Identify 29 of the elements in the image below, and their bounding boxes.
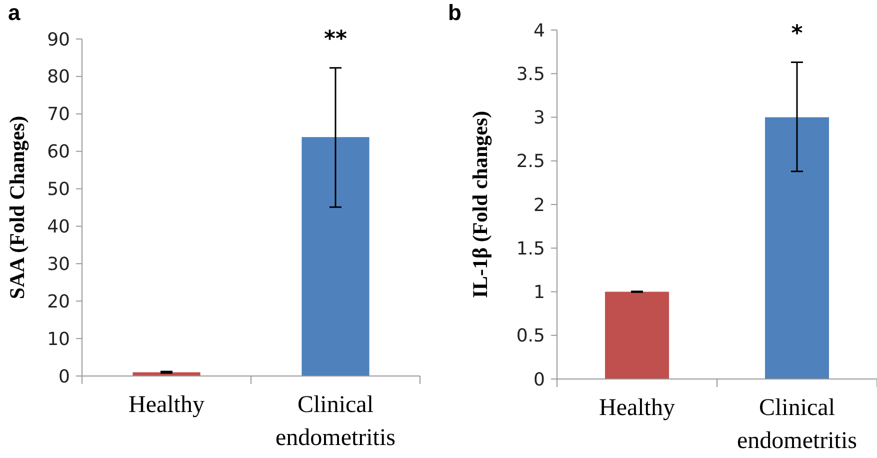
y-tick-label: 3 (534, 108, 545, 129)
annotation: ** (324, 26, 348, 52)
y-tick-label: 30 (47, 254, 70, 275)
y-tick-label: 0.5 (516, 326, 545, 347)
y-tick-label: 90 (47, 29, 70, 50)
y-tick-label: 60 (47, 142, 70, 163)
x-tick-label: Clinical endometritis (276, 392, 396, 451)
y-tick-label: 10 (47, 328, 70, 350)
y-tick-label: 0 (58, 366, 70, 388)
y-axis-title: SAA (Fold Changes) (5, 116, 29, 300)
y-tick-label: 0 (534, 369, 545, 390)
chart-title: b (448, 0, 462, 25)
y-tick-label: 2.5 (516, 151, 545, 172)
y-tick-label: 4 (534, 20, 545, 42)
y-tick-label: 1.5 (516, 238, 545, 260)
y-tick-label: 1 (534, 282, 545, 304)
y-tick-label: 2 (534, 194, 545, 216)
y-tick-label: 3.5 (516, 64, 545, 85)
y-tick-label: 50 (47, 179, 70, 200)
x-tick-label: Healthy (128, 392, 204, 418)
y-tick-label: 40 (47, 216, 70, 238)
y-tick-label: 70 (47, 104, 70, 126)
chart-title: a (8, 0, 21, 25)
x-tick-label: Clinical endometritis (737, 395, 857, 454)
y-tick-label: 80 (47, 66, 70, 88)
x-tick-label: Healthy (599, 395, 675, 421)
y-axis-title: IL-1β (Fold changes) (468, 110, 492, 298)
y-tick-label: 20 (47, 291, 70, 312)
annotation: * (791, 21, 804, 46)
